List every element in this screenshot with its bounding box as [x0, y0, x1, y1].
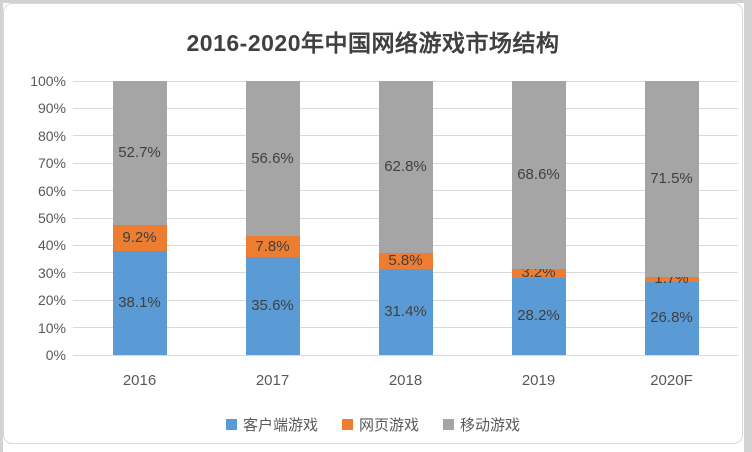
data-label: 7.8%: [255, 237, 290, 255]
x-tick-label: 2017: [255, 372, 290, 389]
data-label: 28.2%: [517, 307, 560, 325]
bar-column-2020F: 26.8% 1.7% 71.5%: [644, 81, 699, 355]
y-tick-label: 60%: [37, 182, 66, 199]
data-label: 5.8%: [388, 252, 423, 270]
bar-segment: [112, 225, 167, 251]
y-tick-label: 100%: [30, 73, 66, 89]
y-tick-label: 30%: [37, 264, 66, 281]
data-label: 71.5%: [650, 169, 693, 187]
data-label: 38.1%: [118, 293, 161, 311]
x-tick-label: 2018: [388, 372, 423, 389]
bar-segment: [511, 81, 566, 269]
legend-label: 网页游戏: [358, 417, 419, 434]
legend-item: 移动游戏: [443, 414, 520, 435]
x-axis-line: [73, 354, 738, 356]
legend-label: 客户端游戏: [242, 417, 318, 434]
data-label: 62.8%: [384, 158, 427, 176]
legend-item: 网页游戏: [341, 414, 419, 435]
bar-segment: [644, 281, 699, 355]
data-label: 52.7%: [118, 144, 161, 162]
bar-column-2017: 35.6% 7.8% 56.6%: [245, 81, 300, 355]
chart-frame: 2016-2020年中国网络游戏市场结构 38.1% 9.2% 52.7% 35.6%…: [3, 3, 743, 444]
bar-segment: [245, 236, 300, 258]
bar-segment: [644, 276, 699, 282]
plot-area: 38.1% 9.2% 52.7% 35.6% 7.8% 56.6% 31.4% 5.8% 62.…: [73, 80, 738, 356]
bar-segment: [245, 81, 300, 237]
page-edge-top: [0, 0, 752, 3]
data-label: 9.2%: [122, 229, 157, 246]
y-tick-label: 10%: [37, 319, 66, 336]
legend-swatch-icon: [225, 419, 237, 430]
y-tick-label: 90%: [37, 100, 66, 117]
data-label: 31.4%: [384, 302, 427, 320]
data-label: 35.6%: [251, 297, 294, 315]
bar-segment: [112, 81, 167, 226]
bar-segment: [112, 250, 167, 355]
bar-segment: [378, 268, 433, 355]
bar-column-2019: 28.2% 3.2% 68.6%: [511, 81, 566, 355]
y-tick-label: 50%: [37, 210, 66, 226]
chart-title: 2016-2020年中国网络游戏市场结构: [186, 30, 560, 56]
legend-swatch-icon: [341, 419, 353, 430]
data-label: 26.8%: [650, 309, 693, 327]
y-tick-label: 70%: [37, 155, 66, 172]
bar-segment: [511, 268, 566, 278]
bar-segment: [644, 81, 699, 277]
legend: 客户端游戏 网页游戏 移动游戏: [4, 414, 742, 435]
page-edge-left: [0, 0, 3, 452]
bar-segment: [378, 253, 433, 269]
y-tick-label: 20%: [37, 292, 66, 309]
gridline: [73, 80, 738, 82]
bar-segment: [245, 257, 300, 355]
bar-segment: [378, 81, 433, 254]
x-tick-label: 2016: [122, 372, 157, 389]
legend-label: 移动游戏: [460, 417, 521, 434]
y-tick-label: 40%: [37, 237, 66, 254]
bar-column-2018: 31.4% 5.8% 62.8%: [378, 81, 433, 355]
page-edge-right: [744, 0, 752, 452]
y-tick-label: 80%: [37, 127, 66, 144]
bar-column-2016: 38.1% 9.2% 52.7%: [112, 81, 167, 355]
bar-segment: [511, 277, 566, 355]
data-label: 56.6%: [251, 149, 294, 167]
x-tick-label: 2020F: [650, 372, 693, 389]
legend-swatch-icon: [443, 419, 454, 430]
y-tick-label: 0%: [45, 347, 66, 363]
data-label: 68.6%: [517, 165, 560, 183]
legend-item: 客户端游戏: [225, 414, 318, 435]
x-tick-label: 2019: [521, 372, 556, 389]
